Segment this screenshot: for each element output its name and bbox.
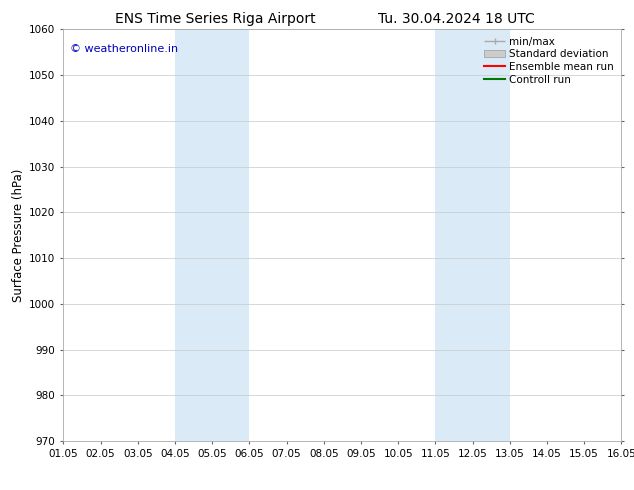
Bar — [436, 29, 510, 441]
Text: ENS Time Series Riga Airport: ENS Time Series Riga Airport — [115, 12, 316, 26]
Text: Tu. 30.04.2024 18 UTC: Tu. 30.04.2024 18 UTC — [378, 12, 535, 26]
Legend: min/max, Standard deviation, Ensemble mean run, Controll run: min/max, Standard deviation, Ensemble me… — [482, 35, 616, 87]
Text: © weatheronline.in: © weatheronline.in — [70, 44, 178, 54]
Y-axis label: Surface Pressure (hPa): Surface Pressure (hPa) — [11, 169, 25, 302]
Bar — [175, 29, 249, 441]
